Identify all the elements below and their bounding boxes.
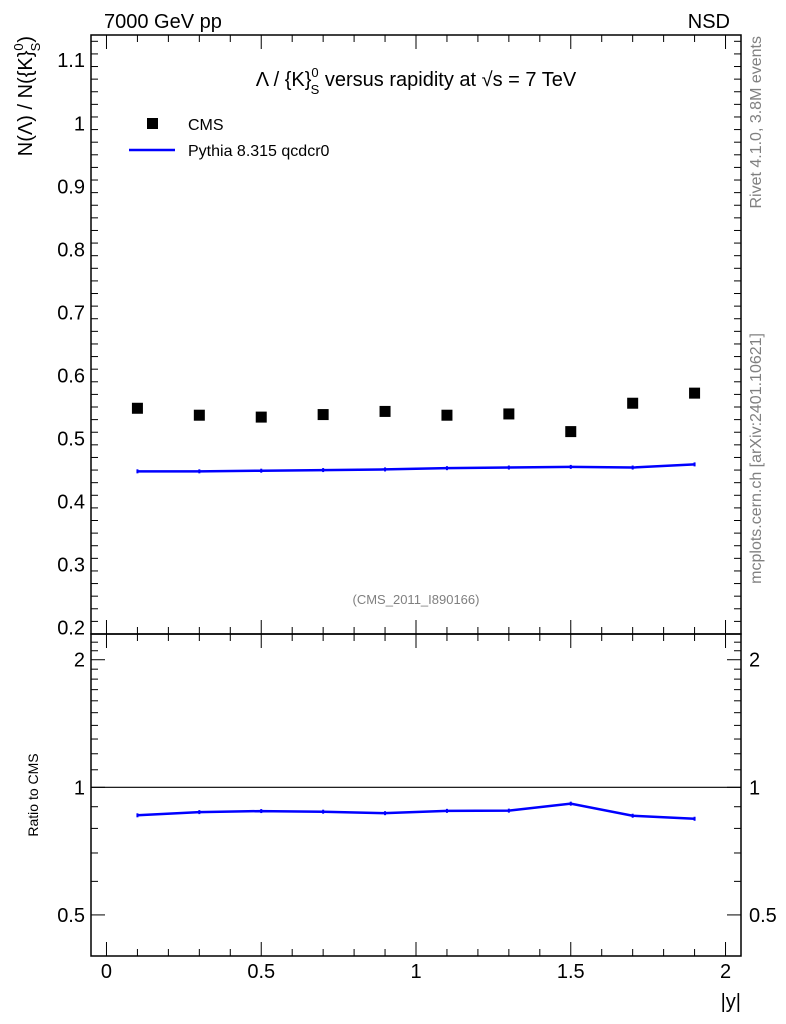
cms-marker	[379, 405, 391, 417]
ratio-pythia-line	[137, 802, 695, 821]
y-tick-label: 1.1	[57, 50, 85, 72]
main-x-axis-ticks	[105, 35, 727, 634]
rivet-version-label: Rivet 4.1.0, 3.8M events	[748, 36, 765, 209]
cms-marker	[317, 409, 329, 421]
ratio-y-axis-label: Ratio to CMS	[25, 753, 41, 836]
ratio-y-tick-label-right: 2	[749, 650, 760, 672]
legend: CMS Pythia 8.315 qcdcr0	[129, 117, 330, 160]
y-tick-label: 0.8	[57, 239, 85, 261]
cms-marker	[441, 409, 453, 421]
cms-marker	[255, 411, 267, 423]
y-tick-label: 1	[74, 113, 85, 135]
y-tick-label: 0.7	[57, 302, 85, 324]
cms-marker	[689, 387, 701, 399]
y-tick-label: 0.3	[57, 555, 85, 577]
x-tick-label: 0	[101, 961, 112, 983]
legend-label-pythia: Pythia 8.315 qcdcr0	[188, 143, 330, 160]
cms-marker	[627, 397, 639, 409]
header-process: 7000 GeV pp	[104, 11, 222, 33]
x-tick-label: 1	[410, 961, 421, 983]
ratio-y-tick-label: 0.5	[57, 905, 85, 927]
pythia-line	[137, 463, 695, 473]
cms-marker	[193, 409, 205, 421]
cms-marker	[131, 402, 143, 414]
ratio-panel-frame	[90, 633, 742, 957]
chart-title: Λ / {K}0 S versus rapidity at √s = 7 TeV	[256, 65, 577, 97]
y-tick-label: 0.9	[57, 176, 85, 198]
main-y-axis-label: N(Λ) / N({K}0 S)	[11, 36, 43, 156]
cms-marker	[503, 408, 515, 420]
ratio-y-tick-label-right: 1	[749, 777, 760, 799]
x-tick-label: 0.5	[247, 961, 275, 983]
y-tick-label: 0.6	[57, 365, 85, 387]
main-series-layer	[131, 387, 701, 474]
cms-marker	[565, 426, 577, 438]
ratio-y-tick-label: 1	[74, 777, 85, 799]
ratio-x-axis: 0 0.5 1 1.5 2	[101, 634, 731, 983]
mcplots-credit-label: mcplots.cern.ch [arXiv:2401.10621]	[748, 333, 765, 584]
main-panel: 0.2 0.3 0.4 0.5 0.6 0.7 0.8 0.9 1 1.1 Λ / {K}0 S v…	[11, 34, 742, 640]
ratio-series-layer	[91, 786, 741, 821]
ratio-panel: 0.5 0.5 1 1 2 2 0 0.5 1 1.5 2 Ratio to CMS |y|	[25, 633, 777, 1013]
x-axis-label: |y|	[721, 991, 741, 1013]
y-tick-label: 0.4	[57, 492, 85, 514]
ratio-y-tick-label-right: 0.5	[749, 905, 777, 927]
x-tick-label: 2	[720, 961, 731, 983]
header-tune: NSD	[688, 11, 730, 33]
y-tick-label: 0.5	[57, 429, 85, 451]
legend-marker-cms	[147, 118, 158, 129]
ratio-y-tick-label: 2	[74, 650, 85, 672]
y-tick-label: 0.2	[57, 618, 85, 640]
analysis-watermark: (CMS_2011_I890166)	[353, 592, 480, 607]
legend-label-cms: CMS	[188, 117, 224, 134]
ratio-y-axis: 0.5 0.5 1 1 2 2	[57, 633, 777, 957]
x-tick-label: 1.5	[557, 961, 585, 983]
main-y-axis: 0.2 0.3 0.4 0.5 0.6 0.7 0.8 0.9 1 1.1	[57, 40, 741, 640]
